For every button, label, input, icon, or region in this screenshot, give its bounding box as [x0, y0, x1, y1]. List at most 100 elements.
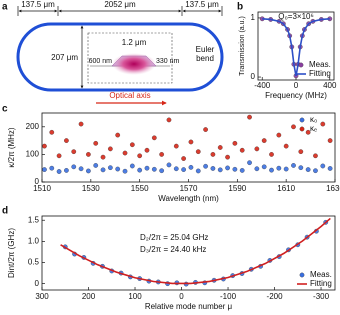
legend-swatch: [299, 272, 305, 278]
data-point: [283, 166, 289, 172]
y-axis-label: Dint/2π (GHz): [7, 228, 16, 278]
data-point: [115, 166, 121, 172]
x-tick-label: 0: [179, 292, 184, 301]
annotation: Q₀=3×10⁶: [278, 12, 314, 21]
y-tick-label: 0.5: [28, 258, 40, 267]
legend-swatch: [298, 62, 304, 68]
y-axis-label: κ/2π (MHz): [7, 127, 16, 168]
dimension-label: 600 nm: [89, 58, 113, 65]
plot-frame: [257, 11, 335, 81]
legend-label: Meas.: [309, 60, 331, 69]
data-point: [305, 167, 311, 172]
fit-line: [60, 217, 331, 285]
data-point: [327, 166, 333, 171]
data-point: [291, 163, 296, 168]
x-tick-label: 1610: [277, 184, 295, 193]
y-tick-label: 100: [26, 150, 40, 159]
data-point: [217, 145, 223, 150]
data-point: [122, 168, 128, 174]
data-point: [122, 150, 128, 156]
data-point: [56, 169, 62, 174]
panel-a: a 137.5 μm 2052 μm 137.5 μm 207 μm 1.2 μ…: [2, 0, 224, 106]
legend-swatch: [299, 117, 305, 123]
data-point: [151, 166, 157, 172]
data-point: [210, 166, 216, 171]
plot-frame: [41, 112, 336, 183]
x-tick-label: 200: [82, 292, 96, 301]
y-axis-label: Transmission (a.u.): [239, 16, 246, 76]
plot-frame: [41, 215, 336, 291]
data-point: [313, 168, 318, 174]
data-point: [305, 129, 311, 135]
data-point: [232, 141, 238, 146]
data-point: [93, 163, 99, 168]
x-axis-label: Frequency (MHz): [265, 91, 327, 100]
data-point: [166, 162, 172, 168]
data-point: [203, 127, 208, 132]
data-point: [217, 167, 223, 173]
data-point: [86, 168, 91, 174]
data-point: [78, 121, 84, 127]
data-point: [100, 154, 106, 160]
optical-mode: [112, 53, 156, 75]
data-point: [42, 143, 47, 149]
x-axis-label: Relative mode number μ: [145, 302, 233, 311]
data-point: [144, 165, 150, 171]
dimension-label: 1.2 μm: [122, 38, 147, 47]
data-point: [269, 152, 274, 157]
dimension-label: 137.5 μm: [21, 0, 55, 9]
x-tick-label: 1530: [82, 184, 100, 193]
y-tick-label: 1: [251, 13, 256, 22]
data-point: [49, 129, 55, 135]
annotation: D₂/2π = 25.04 GHz: [140, 233, 208, 242]
data-point: [203, 163, 208, 169]
data-point: [239, 147, 245, 153]
legend-label: Meas.: [310, 270, 332, 279]
data-point: [42, 167, 47, 172]
legend-label: Fitting: [310, 279, 332, 288]
data-point: [269, 167, 274, 173]
bend-label: Euler: [196, 45, 215, 54]
x-tick-label: 300: [35, 292, 49, 301]
x-tick-label: 0: [294, 81, 299, 90]
legend-label: κₑ: [310, 124, 317, 133]
data-point: [173, 143, 179, 149]
panel-label: b: [237, 2, 243, 13]
x-tick-label: 1550: [131, 184, 149, 193]
data-point: [320, 163, 326, 169]
data-point: [225, 154, 230, 160]
data-point: [78, 166, 84, 172]
fit-line: [262, 18, 330, 77]
legend-label: Fitting: [309, 69, 331, 78]
data-point: [144, 147, 150, 153]
data-point: [247, 114, 252, 120]
data-point: [239, 168, 245, 173]
data-point: [151, 135, 157, 141]
data-point: [188, 165, 194, 170]
data-point: [247, 160, 252, 166]
data-point: [86, 152, 91, 157]
data-point: [195, 168, 201, 174]
data-point: [71, 164, 77, 170]
axis-label: Optical axis: [109, 91, 150, 100]
data-point: [64, 138, 69, 143]
data-point: [71, 149, 77, 154]
series-group: [60, 217, 331, 287]
x-tick-label: 1630: [326, 184, 340, 193]
y-tick-label: 200: [26, 122, 40, 131]
data-point: [159, 152, 164, 157]
data-point: [188, 139, 194, 145]
x-tick-label: -400: [254, 81, 271, 90]
racetrack-resonator: [16, 22, 224, 92]
dimension-label: 330 nm: [156, 58, 180, 65]
data-point: [49, 165, 55, 171]
x-tick-label: 1590: [228, 184, 246, 193]
data-point: [93, 141, 99, 146]
data-point: [108, 165, 113, 170]
x-tick-label: 1570: [180, 184, 198, 193]
data-point: [129, 163, 135, 169]
data-point: [129, 142, 135, 148]
data-point: [225, 165, 230, 171]
data-point: [313, 153, 318, 159]
